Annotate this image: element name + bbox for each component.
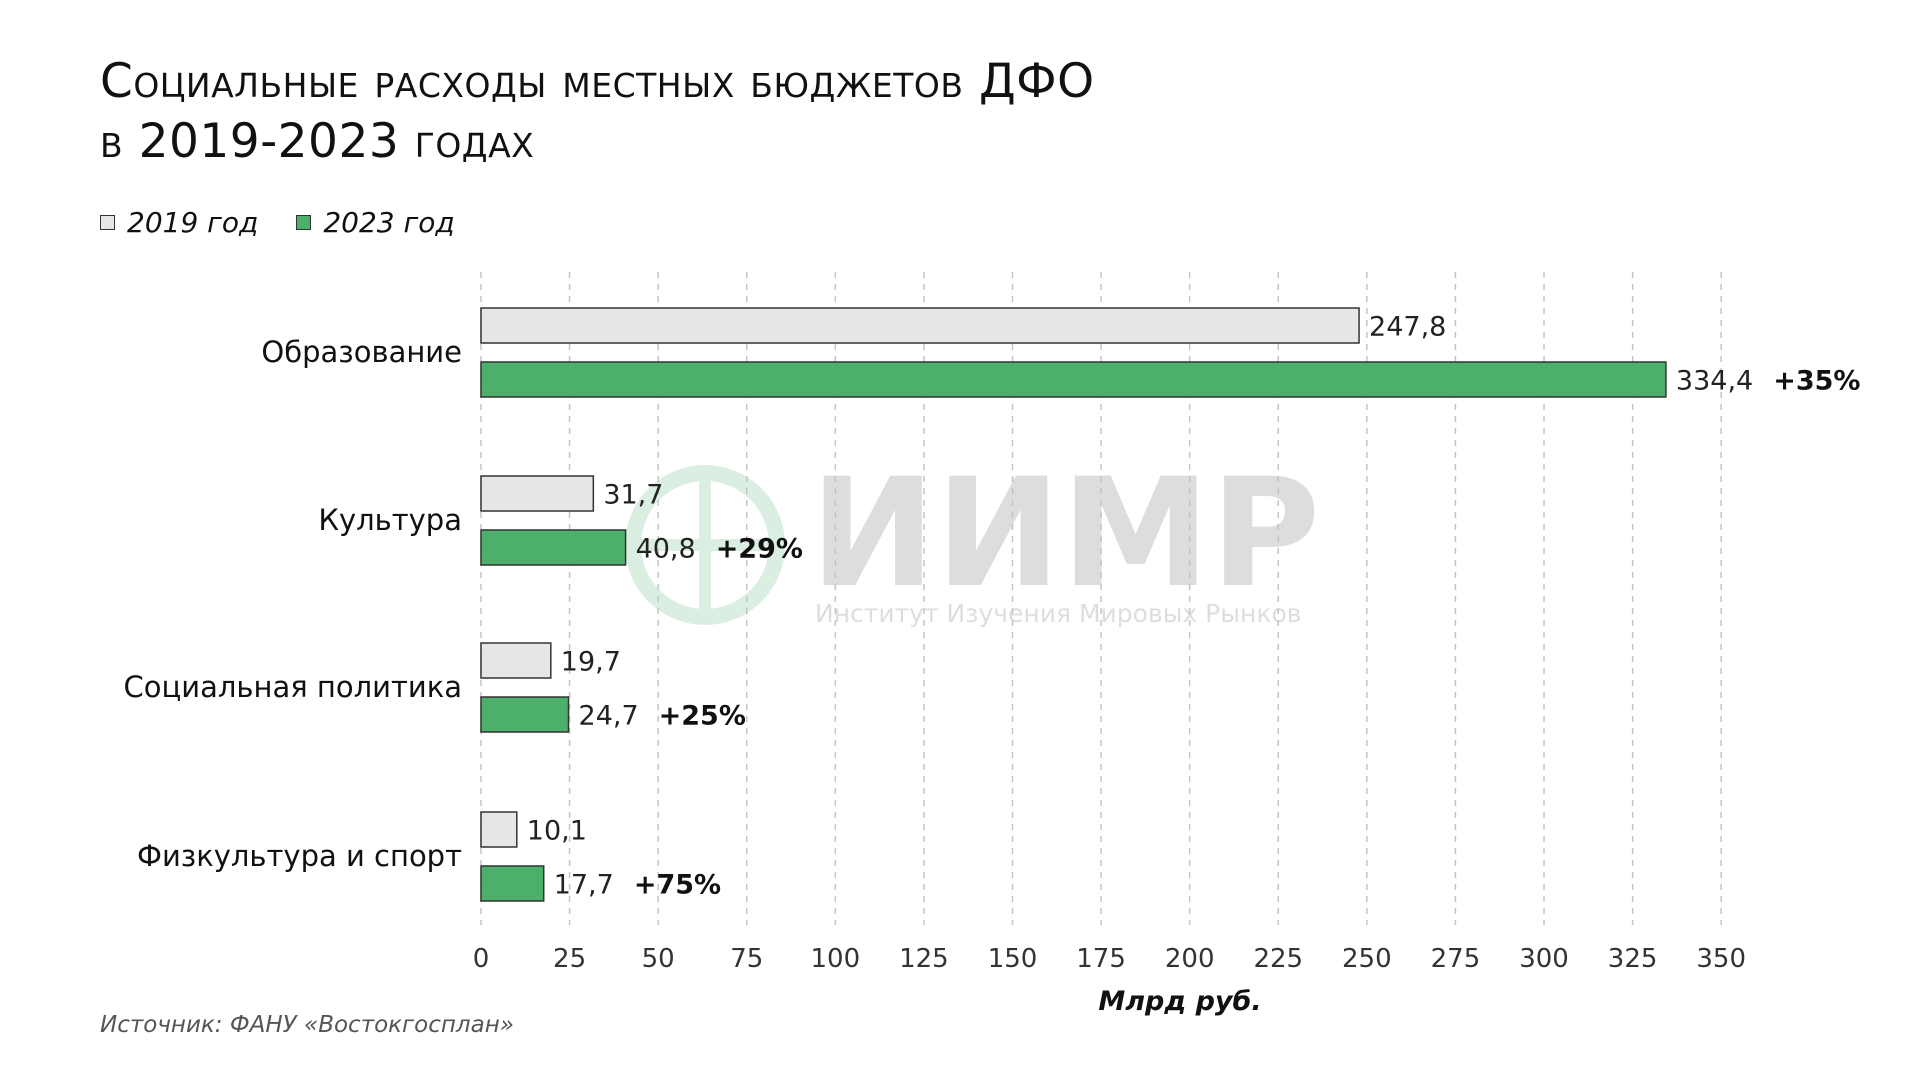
value-label-2019-2: 19,7 xyxy=(561,647,621,678)
bar-2023-3 xyxy=(480,865,545,902)
legend-item-2023: 2023 год xyxy=(296,206,455,239)
growth-label-0: +35% xyxy=(1773,366,1860,397)
bar-2023-2 xyxy=(480,696,570,733)
growth-label-2: +25% xyxy=(659,701,746,732)
value-label-2023-3: 17,7 xyxy=(554,870,614,901)
legend-swatch-2019 xyxy=(100,215,115,230)
x-tick-label-300: 300 xyxy=(1519,944,1569,974)
x-tick-label-100: 100 xyxy=(811,944,861,974)
x-tick-label-175: 175 xyxy=(1076,944,1126,974)
bar-2019-1 xyxy=(480,475,595,512)
source-note: Источник: ФАНУ «Востокгосплан» xyxy=(100,1012,514,1038)
chart-title-line-1: Социальные расходы местных бюджетов ДФО xyxy=(100,54,1095,109)
watermark-globe-icon xyxy=(625,465,785,625)
legend-label-2019: 2019 год xyxy=(127,206,259,239)
legend-item-2019: 2019 год xyxy=(100,206,258,239)
category-label-2: Социальная политика xyxy=(124,670,462,704)
value-label-2023-2: 24,7 xyxy=(579,701,639,732)
watermark-subtitle: Институт Изучения Мировых Рынков xyxy=(815,599,1301,628)
growth-label-3: +75% xyxy=(634,870,721,901)
chart-title: Социальные расходы местных бюджетов ДФО … xyxy=(100,52,1600,172)
bar-2019-0 xyxy=(480,307,1360,344)
bar-2023-0 xyxy=(480,361,1667,398)
x-tick-label-200: 200 xyxy=(1165,944,1215,974)
bar-2019-2 xyxy=(480,642,552,679)
x-tick-label-50: 50 xyxy=(642,944,675,974)
category-label-0: Образование xyxy=(261,335,462,369)
bar-2023-1 xyxy=(480,529,627,566)
legend: 2019 год 2023 год xyxy=(100,206,493,239)
value-label-2019-3: 10,1 xyxy=(527,816,587,847)
category-label-3: Физкультура и спорт xyxy=(137,839,462,873)
x-tick-label-0: 0 xyxy=(473,944,490,974)
value-label-2023-0: 334,4 xyxy=(1676,366,1753,397)
value-label-2019-1: 31,7 xyxy=(603,480,663,511)
x-tick-label-275: 275 xyxy=(1431,944,1481,974)
x-tick-label-350: 350 xyxy=(1696,944,1746,974)
growth-label-1: +29% xyxy=(716,534,803,565)
x-tick-label-150: 150 xyxy=(988,944,1038,974)
x-tick-label-325: 325 xyxy=(1608,944,1658,974)
chart-title-line-2: в 2019-2023 годах xyxy=(100,114,535,169)
bar-2019-3 xyxy=(480,811,518,848)
legend-swatch-2023 xyxy=(296,215,312,230)
value-label-2023-1: 40,8 xyxy=(636,534,696,565)
value-label-2019-0: 247,8 xyxy=(1369,312,1446,343)
legend-label-2023: 2023 год xyxy=(323,206,455,239)
x-axis-label: Млрд руб. xyxy=(1098,986,1262,1017)
x-tick-label-250: 250 xyxy=(1342,944,1392,974)
category-label-1: Культура xyxy=(318,503,462,537)
x-tick-label-225: 225 xyxy=(1253,944,1303,974)
x-tick-label-125: 125 xyxy=(899,944,949,974)
watermark-logo-text: ИИМР xyxy=(810,447,1320,621)
x-tick-label-25: 25 xyxy=(553,944,586,974)
x-tick-label-75: 75 xyxy=(730,944,763,974)
